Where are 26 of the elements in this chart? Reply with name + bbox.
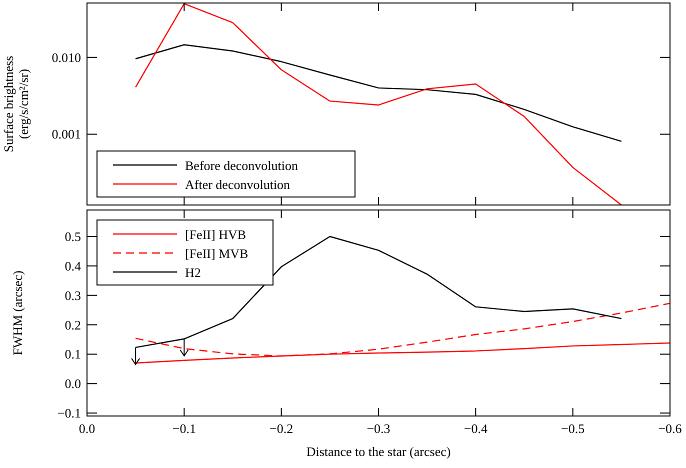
y-tick-label: 0.3 (64, 288, 81, 303)
x-axis-title: Distance to the star (arcsec) (306, 444, 451, 459)
line-series (134, 44, 622, 142)
y-tick-label: 0.2 (64, 317, 81, 332)
x-tick-label: −0.5 (561, 421, 585, 436)
legend-label: H2 (185, 265, 201, 280)
y-axis-title: FWHM (arcsec) (10, 270, 25, 356)
y-tick-label: 0.1 (64, 346, 81, 362)
x-tick-label: −0.6 (658, 421, 682, 436)
x-tick-label: −0.2 (270, 421, 294, 436)
y-tick-label: 0.0 (64, 376, 81, 392)
x-tick-label: −0.3 (366, 421, 390, 436)
legend-label: [FeII] MVB (185, 246, 249, 261)
x-tick-label: −0.4 (464, 421, 488, 436)
legend-label: [FeII] HVB (185, 227, 246, 242)
y-tick-label: 0.4 (64, 258, 82, 274)
y-tick-label: 0.010 (52, 50, 81, 65)
legend-label: After deconvolution (185, 177, 291, 192)
y-tick-label: 0.001 (52, 126, 81, 142)
y-tick-label: 0.5 (64, 228, 81, 244)
x-tick-label: −0.1 (172, 421, 196, 436)
legend-label: Before deconvolution (185, 158, 298, 173)
x-tick-label: 0.0 (78, 421, 96, 436)
line-series (134, 3, 622, 206)
y-tick-label: −0.1 (57, 406, 81, 421)
y-axis-title: Surface brightness (erg/s/cm²/sr) (1, 56, 31, 152)
